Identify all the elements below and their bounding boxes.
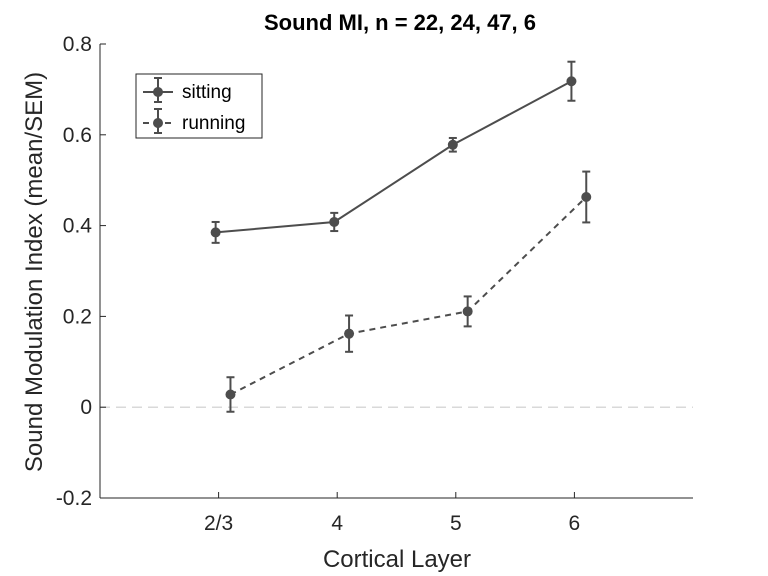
axes: -0.2 0 0.2 0.4 0.6 0.8 2/3 4 5 6 [56,33,693,535]
data-point-sitting [447,139,458,150]
plot-area [100,60,693,413]
x-tick-label: 2/3 [204,512,233,535]
data-point-sitting [566,76,577,87]
y-tick-label: -0.2 [56,487,92,510]
legend-item-sitting: sitting [143,77,232,103]
series-line-sitting [215,80,572,234]
x-tick-label: 5 [450,512,462,535]
legend: sitting running [135,73,263,139]
data-point-sitting [210,227,221,238]
chart-title: Sound MI, n = 22, 24, 47, 6 [264,10,536,35]
legend-label: running [182,113,245,134]
data-point-running [581,191,592,202]
data-point-running [344,328,355,339]
legend-marker [153,87,163,97]
legend-marker [153,118,163,128]
data-point-running [462,306,473,317]
x-tick-label: 6 [569,512,581,535]
x-axis-label: Cortical Layer [323,546,471,573]
series-line-running [230,196,587,396]
y-tick-label: 0.6 [63,124,92,147]
y-tick-label: 0.8 [63,33,92,56]
legend-label: sitting [182,82,232,103]
y-tick-label: 0 [80,396,92,419]
y-axis-label: Sound Modulation Index (mean/SEM) [21,72,48,472]
y-tick-label: 0.2 [63,305,92,328]
data-point-sitting [329,216,340,227]
data-point-running [225,389,236,400]
x-tick-label: 4 [331,512,343,535]
y-tick-label: 0.4 [63,215,93,238]
legend-item-running: running [143,108,245,134]
